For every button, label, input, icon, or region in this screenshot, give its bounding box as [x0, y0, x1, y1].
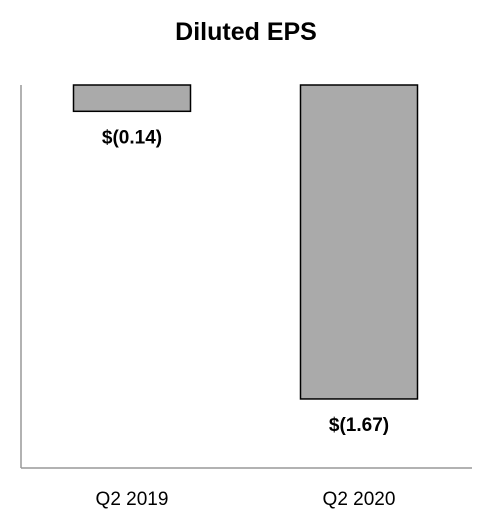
chart-title: Diluted EPS	[175, 18, 317, 46]
x-tick-label: Q2 2019	[96, 489, 169, 510]
bar-q2-2019	[72, 84, 192, 113]
data-label-q2-2019: $(0.14)	[102, 127, 162, 148]
data-label-q2-2020: $(1.67)	[329, 415, 389, 436]
x-tick-label: Q2 2020	[323, 489, 396, 510]
bar-q2-2020	[299, 84, 419, 400]
bar-group	[72, 84, 419, 400]
